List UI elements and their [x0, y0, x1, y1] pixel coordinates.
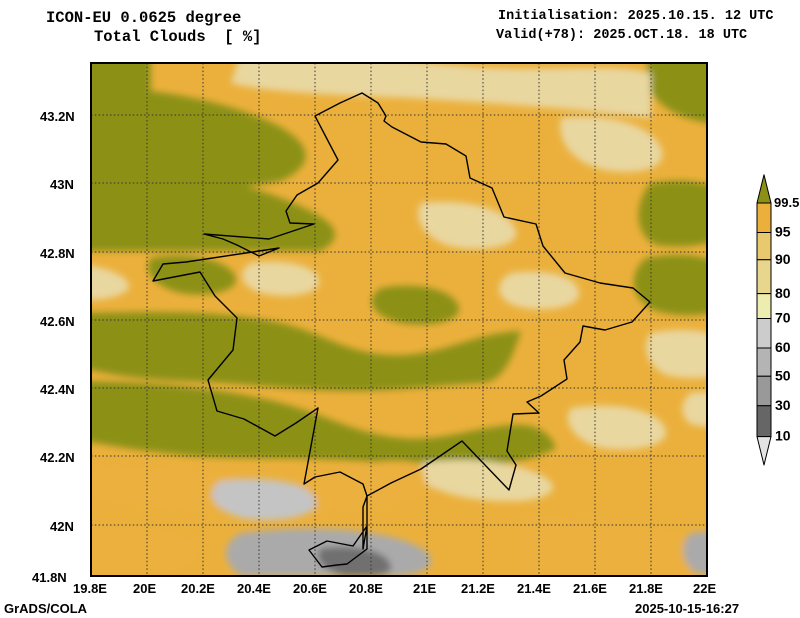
svg-text:70: 70 — [775, 310, 791, 326]
svg-text:90: 90 — [775, 251, 791, 267]
svg-text:30: 30 — [775, 397, 791, 413]
svg-text:10: 10 — [775, 428, 791, 444]
svg-text:60: 60 — [775, 339, 791, 355]
svg-text:80: 80 — [775, 285, 791, 301]
svg-text:99.5: 99.5 — [774, 195, 799, 210]
svg-text:50: 50 — [775, 368, 791, 384]
svg-text:95: 95 — [775, 224, 791, 240]
